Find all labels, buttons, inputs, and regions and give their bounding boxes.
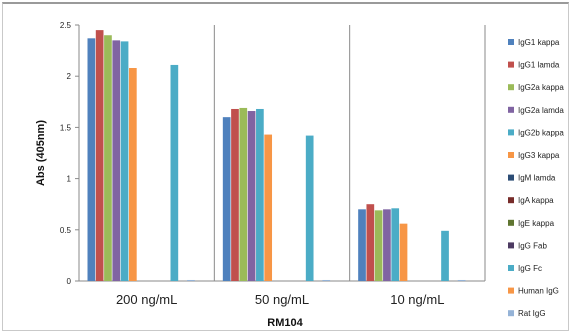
legend: IgG1 kappa IgG1 lamda IgG2a kappa IgG2a lam…: [508, 38, 564, 318]
bar-igg2a-kappa-2: [374, 210, 383, 281]
legend-swatch: [508, 197, 514, 204]
bar-igg2a-lamda-2: [383, 209, 391, 281]
bar-igg3-kappa-1: [264, 134, 273, 281]
x-category-label: 200 ng/mL: [116, 292, 177, 307]
y-tick-label: 2.5: [60, 21, 72, 30]
legend-label: IgG Fc: [518, 264, 542, 273]
legend-label: IgG2a kappa: [518, 83, 564, 92]
y-tick-label: 1: [67, 175, 72, 184]
legend-swatch: [508, 242, 514, 249]
bar-igg1-lamda-2: [366, 204, 375, 281]
legend-label: IgG1 kappa: [518, 38, 560, 47]
bar-igg1-kappa-0: [87, 38, 96, 282]
legend-swatch: [508, 39, 514, 45]
legend-label: IgG1 lamda: [518, 61, 560, 70]
y-axis-title: Abs (405nm): [35, 120, 47, 186]
legend-label: IgM lamda: [518, 174, 556, 183]
bar-igg2a-kappa-0: [104, 35, 112, 281]
legend-label: IgG2b kappa: [518, 128, 564, 137]
legend-swatch: [508, 287, 514, 294]
legend-swatch: [508, 310, 514, 317]
bar-igg2a-lamda-0: [112, 40, 121, 281]
y-tick-label: 0.5: [60, 226, 72, 235]
legend-swatch: [508, 61, 514, 68]
legend-label: Rat IgG: [518, 309, 546, 318]
y-tick-label: 2: [67, 72, 72, 81]
bar-igg1-lamda-1: [231, 108, 239, 281]
bar-igg2b-kappa-2: [391, 208, 400, 281]
legend-swatch: [508, 129, 514, 136]
bar-igg2a-lamda-1: [247, 111, 256, 282]
bar-igg-fc-0: [170, 64, 179, 281]
bar-rat-igg-2: [457, 279, 466, 281]
axes: [75, 24, 486, 282]
labels: 0 0.5 1 1.5 2 2.5 Abs (405nm) RM104 200 ng/mL 50 …: [35, 21, 444, 329]
legend-label: IgG2a lamda: [518, 106, 564, 115]
bar-igg3-kappa-2: [399, 223, 408, 281]
bar-igg2a-kappa-1: [239, 107, 248, 281]
bar-igg1-kappa-2: [358, 209, 366, 281]
legend-label: IgG3 kappa: [518, 151, 560, 160]
bar-igg2b-kappa-1: [256, 108, 264, 281]
legend-swatch: [508, 219, 514, 226]
x-axis-title: RM104: [267, 317, 303, 329]
x-category-label: 10 ng/mL: [390, 292, 444, 307]
legend-swatch: [508, 84, 514, 91]
legend-swatch: [508, 152, 514, 158]
bar-igg-fc-2: [441, 230, 449, 281]
y-tick-label: 1.5: [60, 123, 72, 132]
bar-igg-fc-1: [305, 135, 314, 281]
legend-swatch: [508, 106, 514, 113]
y-tick-label: 0: [67, 277, 72, 286]
bars: [87, 30, 466, 282]
bar-igg2b-kappa-0: [120, 41, 129, 281]
x-category-label: 50 ng/mL: [255, 292, 309, 307]
bar-rat-igg-0: [187, 279, 195, 281]
bar-igg3-kappa-0: [129, 68, 137, 281]
bar-igg1-lamda-0: [95, 30, 104, 282]
bar-igg1-kappa-1: [222, 117, 231, 281]
legend-label: IgE kappa: [518, 219, 555, 228]
legend-label: Human IgG: [518, 287, 559, 296]
legend-swatch: [508, 174, 514, 181]
legend-swatch: [508, 265, 514, 271]
legend-label: IgG Fab: [518, 241, 547, 250]
legend-label: IgA kappa: [518, 196, 554, 205]
bar-rat-igg-1: [322, 279, 331, 281]
